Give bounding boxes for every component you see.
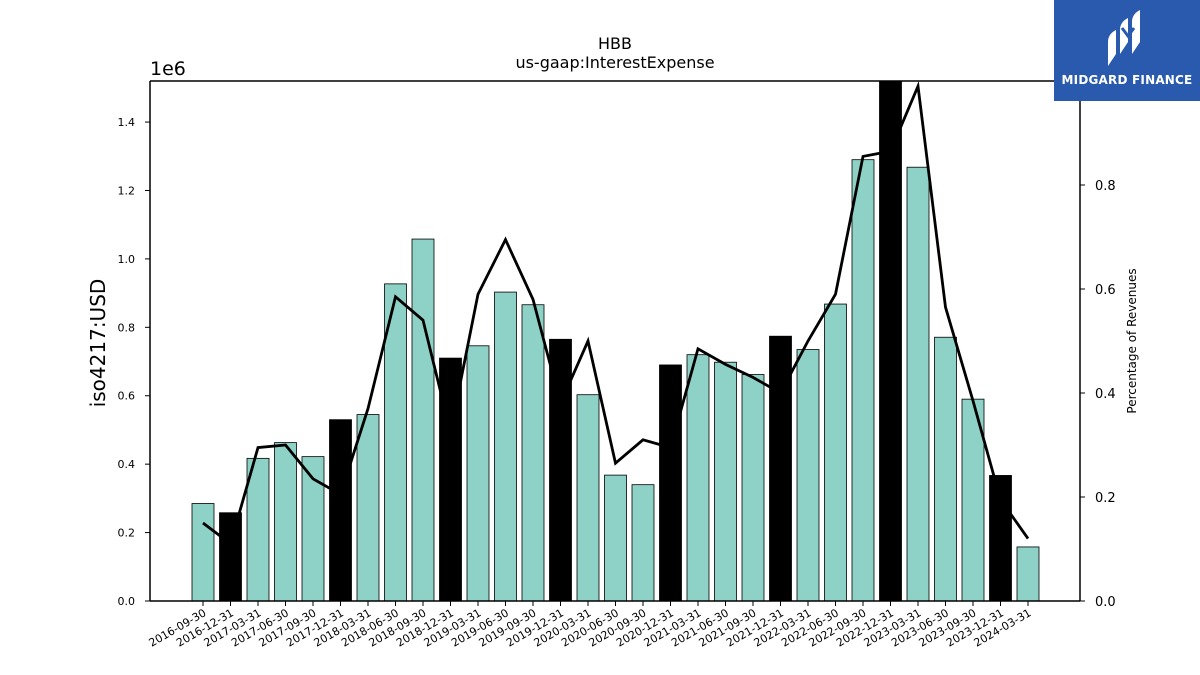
- line-layer: [202, 80, 1030, 547]
- y-tick-label: 1.0: [118, 253, 136, 266]
- bar-2016-12-31: [219, 512, 242, 602]
- y2-tick-label: 0.8: [1095, 179, 1116, 194]
- bar-2021-06-30: [714, 361, 737, 602]
- chart-subtitle: us-gaap:InterestExpense: [515, 53, 714, 72]
- bar-2017-03-31: [246, 457, 270, 602]
- y-axis-label: iso4217:USD: [86, 279, 110, 408]
- y-tick-label: 0.8: [118, 321, 136, 334]
- y-tick-label: 0.6: [118, 390, 136, 403]
- bar-2022-09-30: [851, 159, 875, 602]
- bar-2022-06-30: [824, 303, 847, 602]
- y-tick-label: 1.4: [118, 116, 136, 129]
- bar-2020-12-31: [659, 364, 682, 602]
- bar-2016-09-30: [191, 503, 215, 602]
- bar-2022-12-31: [879, 80, 902, 602]
- y-tick-label: 0.2: [118, 527, 136, 540]
- bar-2018-09-30: [411, 238, 435, 602]
- bar-2019-03-31: [466, 345, 490, 602]
- brand-name: MIDGARD FINANCE: [1061, 73, 1193, 87]
- bar-2021-03-31: [686, 354, 710, 602]
- bar-2020-06-30: [604, 474, 627, 602]
- bar-2021-09-30: [741, 374, 765, 602]
- y2-axis-label: Percentage of Revenues: [1125, 268, 1139, 413]
- bar-2017-06-30: [274, 442, 297, 602]
- brand-logo: MIDGARD FINANCE: [1054, 0, 1200, 101]
- bar-2019-09-30: [521, 304, 545, 602]
- bar-2018-03-31: [356, 414, 380, 602]
- y2-tick-label: 0.0: [1095, 595, 1116, 610]
- bar-2023-06-30: [934, 336, 957, 602]
- bar-2017-12-31: [329, 419, 352, 602]
- midgard-logo-icon: [1108, 10, 1140, 66]
- percentage-line: [202, 80, 1030, 547]
- bar-2020-03-31: [576, 394, 600, 602]
- bar-2019-06-30: [494, 291, 517, 602]
- y-multiplier-label: 1e6: [150, 58, 186, 80]
- bar-2023-03-31: [906, 166, 930, 602]
- y-tick-label: 0.0: [118, 595, 136, 608]
- bar-2022-03-31: [796, 349, 820, 602]
- bar-2024-03-31: [1016, 546, 1040, 602]
- bar-2020-09-30: [631, 484, 655, 602]
- y2-tick-label: 0.4: [1095, 387, 1116, 402]
- y-tick-label: 1.2: [118, 184, 136, 197]
- bar-2023-12-31: [989, 475, 1012, 602]
- y-tick-label: 0.4: [118, 458, 136, 471]
- y2-tick-label: 0.2: [1095, 491, 1116, 506]
- y2-tick-label: 0.6: [1095, 283, 1116, 298]
- bars-layer: [191, 80, 1040, 602]
- chart-title: HBB: [598, 34, 632, 53]
